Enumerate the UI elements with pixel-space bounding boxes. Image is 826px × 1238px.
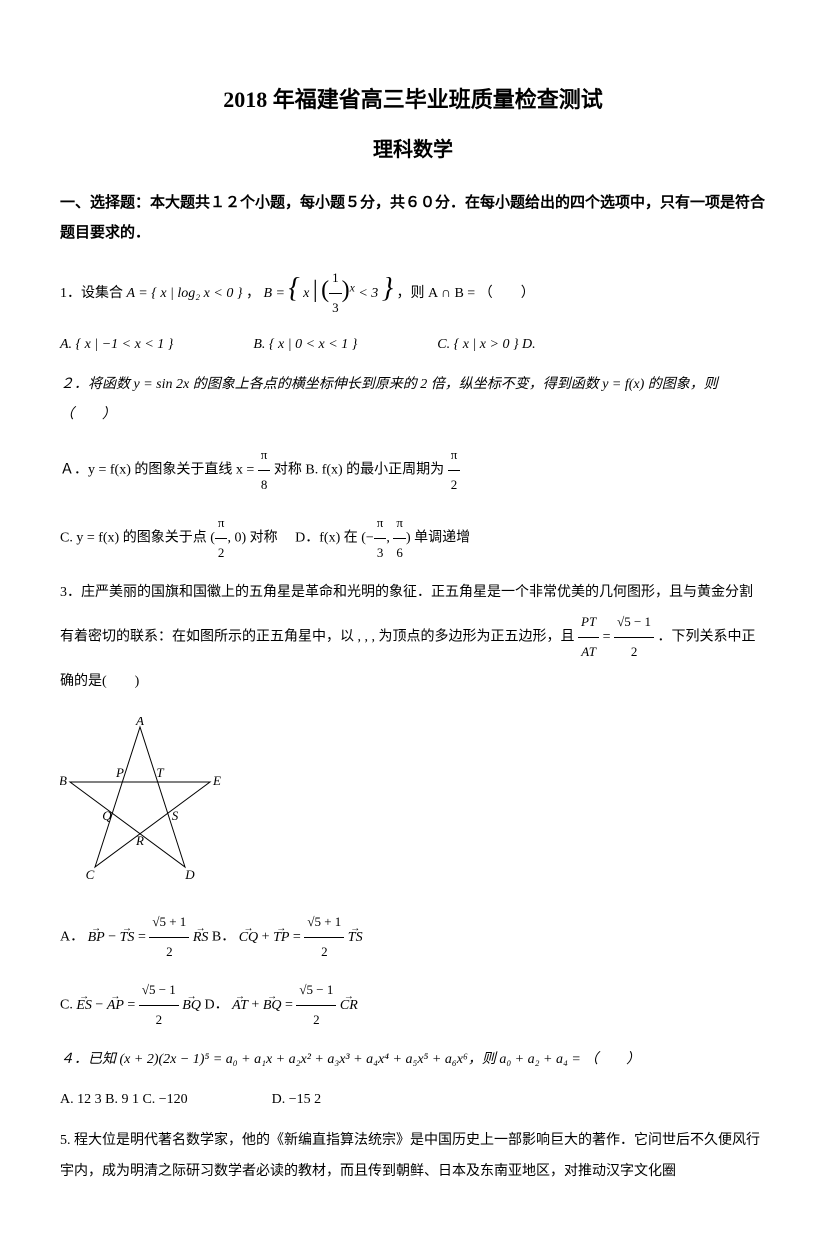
q3b-num: √5 + 1 (304, 908, 344, 938)
q1-opt-c: C. { x | x > 0 } D. (437, 332, 535, 357)
q2a-den: 8 (258, 471, 271, 500)
question-3: 3．庄严美丽的国旗和国徽上的五角星是革命和光明的象征．正五角星是一个非常优美的几… (60, 578, 766, 698)
q2d-den1: 3 (374, 539, 387, 568)
q2-options-row1: Ａ．y = f(x) 的图象关于直线 x = π8 对称 B. f(x) 的最小… (60, 441, 766, 499)
q2a-num: π (258, 441, 271, 471)
q2-opt-d-pre: D．f(x) 在 (− (295, 531, 374, 546)
q2-opt-a-post: 对称 (270, 463, 302, 478)
q3c-num: √5 − 1 (139, 976, 179, 1006)
q3a-minus: − (108, 930, 119, 945)
star-label-e: E (212, 773, 221, 788)
q1-opt-b: B. { x | 0 < x < 1 } (253, 332, 357, 357)
q3c-v1: ES (76, 998, 92, 1013)
q3a-v2: TS (120, 930, 135, 945)
q3c-pre: C. (60, 998, 76, 1013)
q2b-den: 2 (448, 471, 461, 500)
q3-val-num: √5 − 1 (614, 608, 654, 638)
star-label-c: C (86, 867, 95, 882)
q3b-v2: TP (273, 930, 289, 945)
q1-frac-den: 3 (329, 294, 342, 323)
q2d-den2: 6 (393, 539, 406, 568)
q2-opt-d-mid: , (386, 531, 393, 546)
q2d-num1: π (374, 509, 387, 539)
q3a-v3: RS (193, 930, 209, 945)
star-label-q: Q (102, 808, 112, 823)
question-1: 1．设集合 A = { x | log₂ x < 0 } ， B = { x |… (60, 258, 766, 323)
q2-opt-c-post: , 0) 对称 (227, 531, 277, 546)
q1-set-a: A = { x | log₂ x < 0 } (127, 286, 243, 301)
q3c-den: 2 (139, 1006, 179, 1035)
question-4: ４．已知 (x + 2)(2x − 1)⁵ = a₀ + a₁x + a₂x² … (60, 1045, 766, 1076)
q3d-den: 2 (296, 1006, 336, 1035)
q1-set-b-pre: B = (263, 286, 288, 301)
exam-title: 2018 年福建省高三毕业班质量检查测试 (60, 80, 766, 120)
q1-exp: x (350, 281, 355, 294)
q1-options: A. { x | −1 < x < 1 } B. { x | 0 < x < 1… (60, 332, 766, 357)
q2-opt-c-pre: C. y = f(x) 的图象关于点 ( (60, 531, 215, 546)
q3b-pre: B． (212, 930, 235, 945)
q1-text-a: 1．设集合 (60, 286, 127, 301)
q3a-pre: A． (60, 930, 84, 945)
q2-opt-b-pre: B. f(x) 的最小正周期为 (305, 463, 447, 478)
star-label-s: S (172, 808, 179, 823)
question-5: 5. 程大位是明代著名数学家，他的《新编直指算法统宗》是中国历史上一部影响巨大的… (60, 1126, 766, 1188)
q2c-den: 2 (215, 539, 228, 568)
q3-options-row1: A． BP − TS = √5 + 12 RS B． CQ + TP = √5 … (60, 908, 766, 966)
q2d-num2: π (393, 509, 406, 539)
q3b-plus: + (262, 930, 273, 945)
section1-header: 一、选择题：本大题共１２个小题，每小题５分，共６０分．在每小题给出的四个选项中，… (60, 188, 766, 248)
q3d-pre: D． (204, 998, 228, 1013)
q3a-eq: = (138, 930, 149, 945)
star-label-a: A (135, 717, 144, 728)
q4-text: ４．已知 (x + 2)(2x − 1)⁵ = a₀ + a₁x + a₂x² … (60, 1052, 640, 1067)
q3-eq: = (603, 630, 614, 645)
q3-ratio-num: PT (578, 608, 599, 638)
q3d-plus: + (251, 998, 262, 1013)
q3b-v1: CQ (239, 930, 258, 945)
star-label-p: P (115, 765, 124, 780)
star-label-d: D (184, 867, 195, 882)
q3d-eq: = (285, 998, 296, 1013)
q3c-v3: BQ (182, 998, 201, 1013)
q2c-num: π (215, 509, 228, 539)
q3-options-row2: C. ES − AP = √5 − 12 BQ D． AT + BQ = √5 … (60, 976, 766, 1034)
q3c-minus: − (95, 998, 106, 1013)
pentagram-figure: A B E C D P T Q S R (60, 717, 230, 887)
q3a-num: √5 + 1 (149, 908, 189, 938)
q3-val-den: 2 (614, 638, 654, 667)
q2-opt-a-pre: Ａ．y = f(x) 的图象关于直线 x = (60, 463, 258, 478)
exam-subtitle: 理科数学 (60, 132, 766, 168)
q3a-den: 2 (149, 938, 189, 967)
q3b-eq: = (293, 930, 304, 945)
q1-opt-a: A. { x | −1 < x < 1 } (60, 332, 173, 357)
q3d-v1: AT (232, 998, 248, 1013)
star-label-r: R (135, 833, 144, 848)
q4-options: A. 12 3 B. 9 1 C. −120 D. −15 2 (60, 1085, 766, 1116)
q1-frac-num: 1 (329, 264, 342, 294)
q2-text: ２．将函数 y = sin 2x 的图象上各点的横坐标伸长到原来的 2 倍，纵坐… (60, 377, 718, 423)
q3d-v3: CR (340, 998, 358, 1013)
q1-text-b: ， (246, 286, 260, 301)
star-label-b: B (60, 773, 67, 788)
q3b-v3: TS (348, 930, 363, 945)
question-2: ２．将函数 y = sin 2x 的图象上各点的横坐标伸长到原来的 2 倍，纵坐… (60, 370, 766, 432)
star-label-t: T (156, 765, 164, 780)
q3d-v2: BQ (263, 998, 282, 1013)
q3a-v1: BP (88, 930, 105, 945)
q3b-den: 2 (304, 938, 344, 967)
q3d-num: √5 − 1 (296, 976, 336, 1006)
q3-ratio-den: AT (578, 638, 599, 667)
q3c-eq: = (127, 998, 138, 1013)
q2b-num: π (448, 441, 461, 471)
q3c-v2: AP (107, 998, 124, 1013)
q2-options-row2: C. y = f(x) 的图象关于点 (π2, 0) 对称 D．f(x) 在 (… (60, 509, 766, 567)
q1-set-b-mid: x (303, 286, 309, 301)
q1-lt: < 3 (358, 286, 378, 301)
q1-text-c: ，则 A ∩ B = （ ） (397, 286, 535, 301)
q2-opt-d-post: ) 单调递增 (406, 531, 470, 546)
